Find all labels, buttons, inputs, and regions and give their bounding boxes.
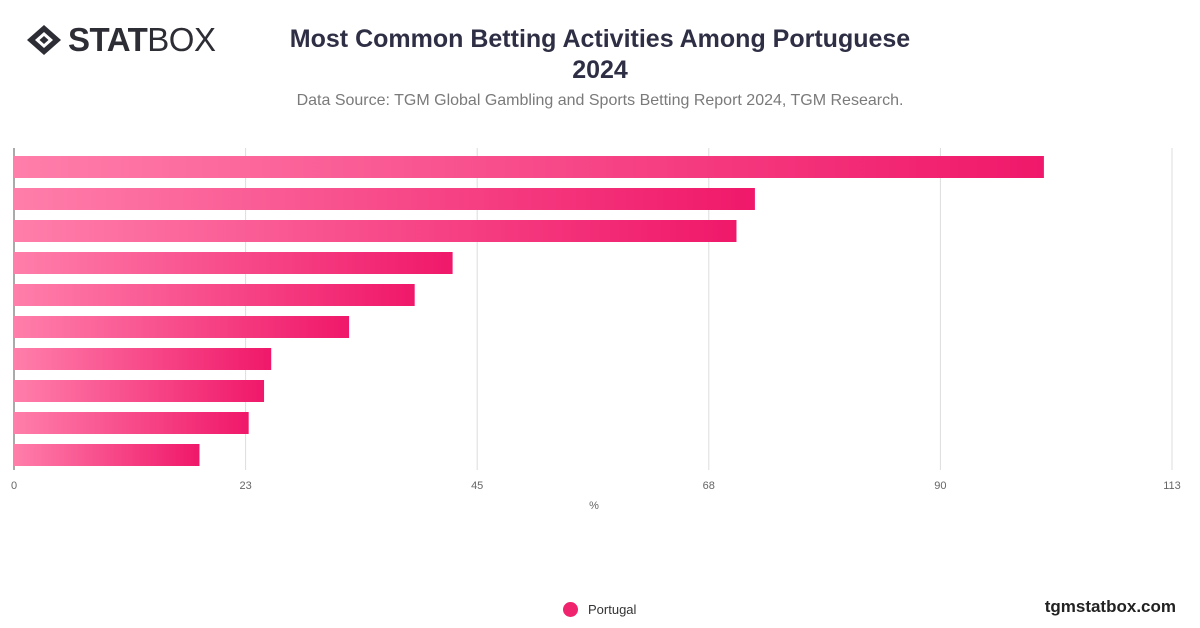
logo-wordmark: STATBOX [68, 21, 216, 58]
chart-title: Most Common Betting Activities Among Por… [250, 24, 950, 86]
bars [14, 156, 1044, 466]
bar[interactable] [14, 252, 453, 274]
x-tick-label: 113 [1163, 480, 1181, 492]
bar[interactable] [14, 412, 249, 434]
chart-title-line2: 2024 [572, 56, 628, 84]
logo-text-light: BOX [147, 21, 216, 58]
bar[interactable] [14, 188, 755, 210]
x-tick-label: 90 [934, 480, 946, 492]
chart-title-line1: Most Common Betting Activities Among Por… [289, 25, 911, 53]
bar[interactable] [14, 284, 415, 306]
bar[interactable] [14, 348, 272, 370]
x-tick-label: 45 [471, 480, 483, 492]
statbox-diamond-icon [27, 25, 61, 55]
x-tick-label: 68 [703, 480, 715, 492]
bar[interactable] [14, 316, 350, 338]
legend-swatch [563, 602, 578, 617]
x-axis-label: % [589, 500, 599, 512]
bar[interactable] [14, 220, 737, 242]
logo-text-bold: STAT [68, 21, 148, 58]
statbox-logo: STATBOX [26, 21, 216, 58]
bar[interactable] [14, 444, 200, 466]
legend-label: Portugal [588, 602, 637, 617]
x-tick-label: 0 [11, 480, 17, 492]
bar[interactable] [14, 380, 265, 402]
brand-url[interactable]: tgmstatbox.com [1044, 597, 1176, 616]
chart-subtitle: Data Source: TGM Global Gambling and Spo… [296, 92, 904, 109]
x-axis-ticks: 0 23 45 68 90 113 [11, 480, 1181, 492]
x-tick-label: 23 [239, 480, 251, 492]
bar[interactable] [14, 156, 1044, 178]
legend[interactable]: Portugal [563, 602, 636, 617]
